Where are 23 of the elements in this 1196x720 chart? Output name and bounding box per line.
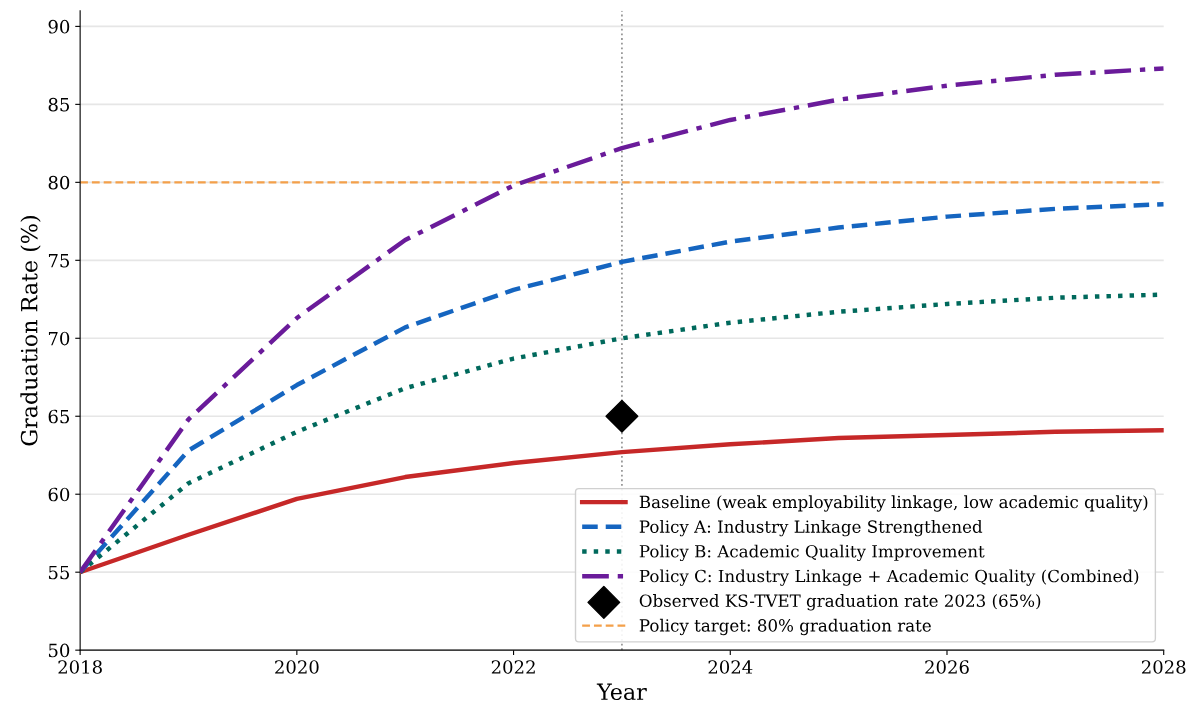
y-tick-label: 55 [48, 565, 70, 580]
legend-label: Policy B: Academic Quality Improvement [639, 544, 985, 562]
y-tick-label: 90 [48, 19, 70, 34]
y-tick-label: 85 [48, 97, 70, 112]
legend-label: Observed KS-TVET graduation rate 2023 (65%) [639, 594, 1041, 611]
x-axis-title: Year [596, 683, 647, 701]
x-tick-label: 2028 [1141, 660, 1186, 674]
y-tick-label: 50 [48, 643, 70, 658]
legend-label: Policy A: Industry Linkage Strengthened [639, 519, 983, 537]
legend-label: Policy C: Industry Linkage + Academic Quality (Combined) [639, 569, 1139, 586]
x-tick-label: 2024 [708, 660, 753, 674]
y-axis-title: Graduation Rate (%) [20, 216, 41, 446]
x-tick-label: 2022 [491, 660, 535, 674]
y-tick-label: 65 [48, 409, 70, 424]
legend-label: Baseline (weak employability linkage, low academic quality) [639, 495, 1148, 512]
y-tick-label: 75 [48, 254, 70, 268]
x-tick-label: 2026 [925, 660, 969, 674]
x-tick-label: 2020 [275, 660, 319, 674]
x-tick-label: 2018 [58, 660, 102, 674]
y-tick-label: 60 [48, 487, 70, 502]
y-tick-label: 80 [48, 175, 70, 190]
y-tick-label: 70 [48, 331, 70, 346]
legend-label: Policy target: 80% graduation rate [639, 618, 931, 636]
